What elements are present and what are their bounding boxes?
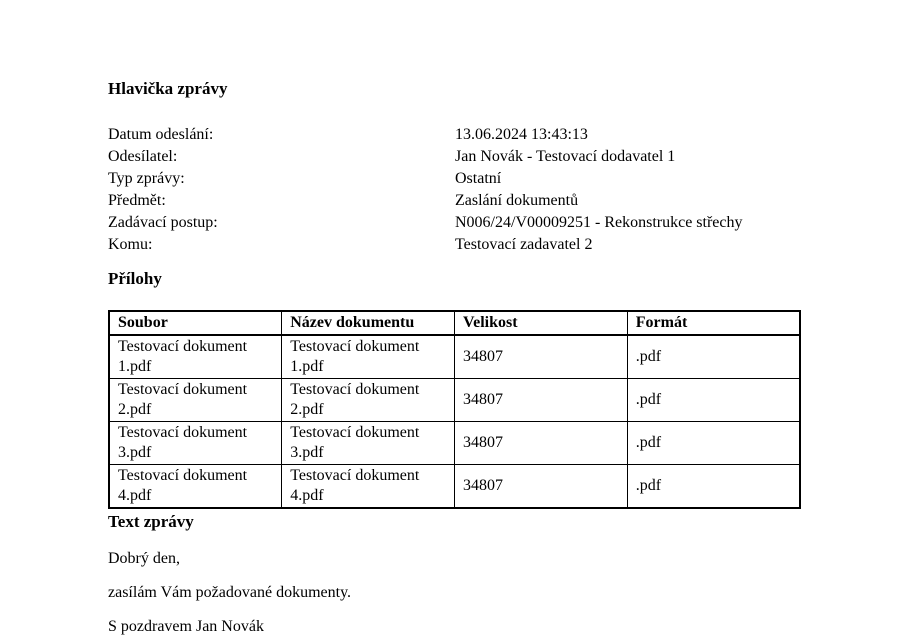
field-label: Datum odeslání: xyxy=(108,126,214,143)
attachments-title: Přílohy xyxy=(108,269,162,288)
table-cell-velikost: 34807 xyxy=(454,464,628,509)
table-cell-nazev: Testovací dokument 2.pdf xyxy=(281,378,455,422)
message-body-title: Text zprávy xyxy=(108,512,194,531)
table-cell-soubor: Testovací dokument 3.pdf xyxy=(108,421,283,465)
table-cell-soubor: Testovací dokument 2.pdf xyxy=(108,378,283,422)
field-label: Zadávací postup: xyxy=(108,214,218,231)
field-label: Typ zprávy: xyxy=(108,170,185,187)
field-row-typ-zpravy: Typ zprávy: Ostatní xyxy=(108,168,801,190)
field-row-odesilatel: Odesílatel: Jan Novák - Testovací dodava… xyxy=(108,146,801,168)
column-header-format: Formát xyxy=(626,310,801,336)
table-cell-nazev: Testovací dokument 3.pdf xyxy=(281,421,455,465)
field-value: Zaslání dokumentů xyxy=(455,192,579,209)
field-label: Předmět: xyxy=(108,192,166,209)
table-cell-format: .pdf xyxy=(626,464,801,509)
column-header-velikost: Velikost xyxy=(454,310,628,336)
attachments-table: Soubor Název dokumentu Velikost Formát T… xyxy=(108,310,801,509)
table-row: Testovací dokument 3.pdf Testovací dokum… xyxy=(108,421,801,465)
table-cell-velikost: 34807 xyxy=(454,378,628,422)
field-row-datum-odeslani: Datum odeslání: 13.06.2024 13:43:13 xyxy=(108,124,801,146)
table-cell-format: .pdf xyxy=(626,334,801,379)
field-row-komu: Komu: Testovací zadavatel 2 xyxy=(108,234,801,256)
message-document: Hlavička zprávy Datum odeslání: 13.06.20… xyxy=(108,79,801,635)
field-label: Komu: xyxy=(108,236,153,253)
field-value: Jan Novák - Testovací dodavatel 1 xyxy=(455,148,676,165)
field-label: Odesílatel: xyxy=(108,148,178,165)
table-row: Testovací dokument 2.pdf Testovací dokum… xyxy=(108,378,801,422)
attachments-table-header-row: Soubor Název dokumentu Velikost Formát xyxy=(108,310,801,336)
table-cell-soubor: Testovací dokument 1.pdf xyxy=(108,334,283,379)
table-cell-format: .pdf xyxy=(626,421,801,465)
field-value: Ostatní xyxy=(455,170,502,187)
message-paragraph-body: zasílám Vám požadované dokumenty. xyxy=(108,584,352,601)
table-row: Testovací dokument 1.pdf Testovací dokum… xyxy=(108,334,801,379)
field-value: N006/24/V00009251 - Rekonstrukce střechy xyxy=(455,214,743,231)
field-row-zadavaci-postup: Zadávací postup: N006/24/V00009251 - Rek… xyxy=(108,212,801,234)
field-value: 13.06.2024 13:43:13 xyxy=(455,126,588,143)
column-header-soubor: Soubor xyxy=(108,310,283,336)
table-cell-soubor: Testovací dokument 4.pdf xyxy=(108,464,283,509)
table-cell-nazev: Testovací dokument 1.pdf xyxy=(281,334,455,379)
table-cell-nazev: Testovací dokument 4.pdf xyxy=(281,464,455,509)
table-row: Testovací dokument 4.pdf Testovací dokum… xyxy=(108,464,801,509)
message-header-title: Hlavička zprávy xyxy=(108,79,228,98)
table-cell-velikost: 34807 xyxy=(454,421,628,465)
message-paragraph-signature: S pozdravem Jan Novák xyxy=(108,618,264,635)
field-value: Testovací zadavatel 2 xyxy=(455,236,593,253)
table-cell-velikost: 34807 xyxy=(454,334,628,379)
field-row-predmet: Předmět: Zaslání dokumentů xyxy=(108,190,801,212)
message-header-fields: Datum odeslání: 13.06.2024 13:43:13 Odes… xyxy=(108,124,801,256)
column-header-nazev-dokumentu: Název dokumentu xyxy=(281,310,455,336)
message-paragraph-greeting: Dobrý den, xyxy=(108,550,180,567)
table-cell-format: .pdf xyxy=(626,378,801,422)
